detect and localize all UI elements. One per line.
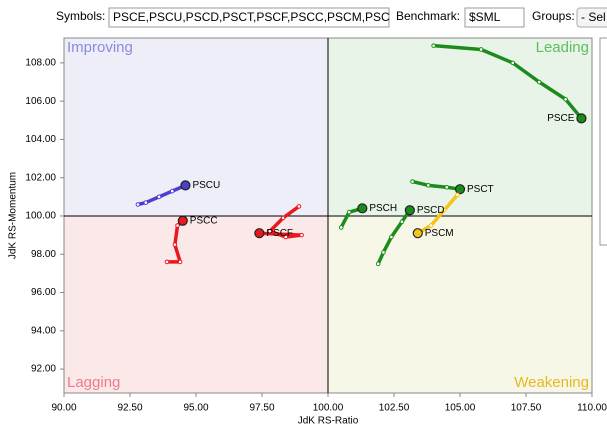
tail-point — [346, 209, 352, 215]
symbols-label: Symbols: — [56, 9, 105, 23]
y-tick-label: 100.00 — [25, 211, 56, 222]
x-tick-label: 90.00 — [51, 403, 76, 414]
tail-point — [410, 179, 415, 184]
tail — [433, 43, 583, 120]
tail — [412, 179, 461, 191]
x-tick-label: 95.00 — [183, 403, 208, 414]
tail-point — [175, 223, 180, 228]
symbols-value[interactable]: PSCE,PSCU,PSCD,PSCT,PSCF,PSCC,PSCM,PSC — [113, 10, 390, 24]
x-tick-label: 110.00 — [577, 403, 607, 414]
y-axis-title: JdK RS-Momentum — [8, 172, 19, 259]
tail-point — [381, 250, 386, 255]
tail-point — [431, 43, 436, 48]
symbols-input[interactable] — [108, 7, 390, 28]
tail-point — [389, 234, 394, 240]
quadrant-label: Weakening — [514, 374, 589, 391]
head-point — [254, 228, 265, 239]
head-label: PSCC — [190, 215, 218, 226]
groups-label: Groups: — [532, 9, 575, 23]
tail — [259, 204, 304, 239]
tail-point — [164, 259, 170, 265]
head-point — [412, 228, 423, 239]
x-axis-title: JdK RS-Ratio — [298, 416, 359, 427]
tail-point — [135, 202, 141, 207]
tail-point — [156, 194, 162, 200]
x-tick-label: 100.00 — [313, 403, 344, 414]
head-point — [454, 184, 466, 195]
quadrant — [64, 215, 328, 393]
tail-point — [455, 192, 460, 198]
tail-point — [177, 259, 183, 265]
head-point — [357, 203, 368, 214]
head-point — [180, 180, 191, 191]
tail-point — [441, 207, 447, 213]
y-tick-label: 98.00 — [31, 249, 56, 260]
side-panel — [599, 37, 607, 246]
tail-point — [428, 223, 434, 228]
tail-point — [426, 183, 431, 188]
tail — [416, 193, 459, 235]
tail-point — [280, 215, 286, 221]
head-label: PSCD — [417, 205, 445, 216]
head-label: PSCM — [425, 228, 454, 239]
tail-point — [283, 234, 289, 240]
quadrant-label: Improving — [67, 39, 133, 56]
y-tick-label: 108.00 — [25, 58, 56, 69]
tail-point — [172, 242, 178, 247]
quadrant — [328, 215, 592, 393]
head-point — [576, 113, 587, 124]
x-tick-label: 92.50 — [117, 403, 142, 414]
tail-point — [563, 96, 568, 102]
benchmark-input[interactable] — [464, 7, 525, 28]
quadrant — [64, 38, 328, 216]
groups-select[interactable] — [576, 7, 607, 28]
quadrant-label: Lagging — [67, 374, 120, 391]
head-label: PSCH — [369, 203, 397, 214]
tail-point — [169, 188, 175, 194]
y-tick-label: 96.00 — [31, 287, 56, 298]
tail-point — [536, 79, 542, 85]
plot: Improving Leading Lagging Weakening 90.00 92.… — [8, 37, 607, 427]
head-label: PSCF — [266, 228, 293, 239]
y-tick-label: 94.00 — [31, 325, 56, 336]
head-label: PSCT — [467, 184, 494, 195]
benchmark-label: Benchmark: — [396, 9, 460, 23]
x-tick-label: 107.50 — [511, 403, 542, 414]
tail-point — [296, 204, 302, 209]
tail-point — [399, 219, 405, 225]
tail-point — [143, 200, 149, 205]
groups-value[interactable]: - Sel — [581, 10, 606, 24]
quadrant-label: Leading — [536, 39, 589, 56]
tail-point — [299, 232, 304, 238]
head-point — [177, 215, 188, 226]
x-tick-label: 102.50 — [379, 403, 410, 414]
x-tick-label: 105.00 — [445, 403, 476, 414]
y-tick-label: 92.00 — [31, 364, 56, 375]
tail-point — [478, 47, 484, 52]
y-tick-label: 102.00 — [25, 172, 56, 183]
x-tick-label: 97.50 — [249, 403, 274, 414]
head-label: PSCU — [192, 180, 220, 191]
tail-point — [510, 60, 516, 66]
tail-point — [444, 184, 450, 190]
y-tick-label: 106.00 — [25, 96, 56, 107]
benchmark-value[interactable]: $SML — [469, 10, 501, 24]
y-tick-label: 104.00 — [25, 134, 56, 145]
tail-point — [338, 225, 344, 230]
tail-point — [267, 228, 273, 234]
head-point — [404, 205, 415, 216]
tail-point — [375, 261, 381, 267]
head-label: PSCE — [547, 113, 575, 124]
